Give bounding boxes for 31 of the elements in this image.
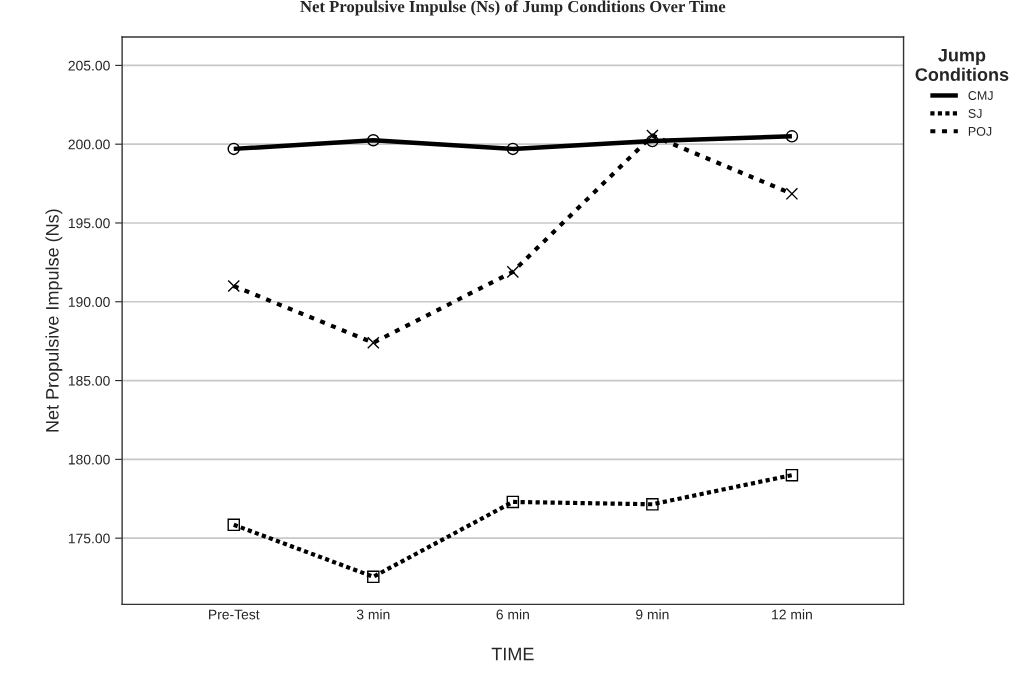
x-tick-label: 6 min (496, 609, 529, 620)
y-tick-label: 205.00 (68, 60, 110, 71)
point (785, 468, 799, 482)
x-tick-label: Pre-Test (209, 609, 260, 620)
x-tick-label: 9 min (636, 609, 669, 620)
legend-label: POJ (968, 126, 992, 136)
y-axis-title: Net Propulsive Impulse (Ns) (45, 209, 63, 432)
y-tick-label: 190.00 (68, 297, 110, 307)
point (227, 518, 241, 532)
point (367, 133, 380, 147)
y-tick-label: 200.00 (68, 139, 110, 150)
point (785, 130, 799, 143)
point (785, 187, 799, 201)
chart-title: Net Propulsive Impulse (Ns) of Jump Conditions Over Time (300, 0, 726, 16)
y-tick-label: 175.00 (68, 533, 110, 544)
legend-label: CMJ (968, 91, 993, 100)
point (506, 265, 520, 279)
point (367, 336, 380, 349)
point (367, 570, 380, 584)
legend-label: SJ (968, 109, 982, 118)
y-tick-label: 195.00 (68, 218, 110, 229)
point (227, 142, 241, 156)
x-axis-title: TIME (491, 647, 534, 661)
point (506, 142, 520, 156)
point (646, 498, 659, 511)
point (506, 495, 520, 509)
x-tick-label: 12 min (772, 609, 812, 620)
y-tick-label: 180.00 (68, 454, 110, 465)
legend-title: Jump Conditions (915, 48, 1009, 81)
y-tick-label: 185.00 (68, 375, 110, 386)
x-tick-label: 3 min (356, 609, 390, 620)
